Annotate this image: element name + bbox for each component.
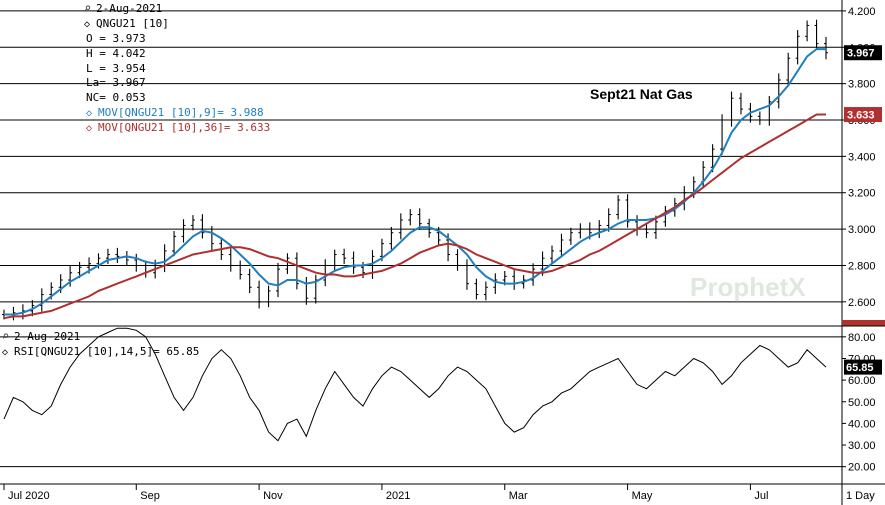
mov36-label: MOV[QNGU21 [10],36]= 3.633 <box>98 121 270 134</box>
mov36-tag-box <box>844 107 882 123</box>
open-value: O = 3.973 <box>86 32 146 45</box>
price-bars <box>2 19 828 321</box>
time-axis-labels: Jul 2020 Sep Nov 2021 Mar May Jul <box>3 484 768 502</box>
magnifier-icon[interactable]: ⌕ <box>2 329 9 343</box>
price-date: 2-Aug-2021 <box>96 2 162 15</box>
mov36-tag: 3.633 <box>844 107 882 123</box>
last-price-tag: 3.967 <box>844 45 882 61</box>
time-tick-label: Nov <box>263 490 283 502</box>
last-price-tag-text: 3.967 <box>847 48 875 60</box>
rsi-tick-label: 60.00 <box>848 375 876 387</box>
price-tick-label: 3.400 <box>848 151 876 163</box>
price-grid <box>0 10 842 303</box>
symbol-label: QNGU21 [10] <box>96 17 169 30</box>
rsi-legend: ⌕ 2-Aug-2021 ◇ RSI[QNGU21 [10],14,5]= 65… <box>2 329 199 358</box>
price-tick-label: 3.000 <box>848 224 876 236</box>
rsi-tag-text: 65.85 <box>846 362 874 374</box>
rsi-label: RSI[QNGU21 [10],14,5]= 65.85 <box>14 345 199 358</box>
moving-average-lines <box>3 48 826 320</box>
diamond-icon: ◇ <box>84 19 90 30</box>
price-legend: ⌕ 2-Aug-2021 ◇ QNGU21 [10] O = 3.973 H =… <box>84 1 270 134</box>
time-tick-label: Mar <box>509 490 528 502</box>
rsi-tick-label: 20.00 <box>848 462 876 474</box>
time-tick-label: 2021 <box>386 490 410 502</box>
price-tick-label: 2.800 <box>848 260 876 272</box>
diamond-icon: ◇ <box>86 108 92 119</box>
time-tick-label: Jul 2020 <box>8 490 50 502</box>
mov9-label: MOV[QNGU21 [10],9]= 3.988 <box>98 106 264 119</box>
mov36-line <box>3 113 826 320</box>
price-tick-label: 3.800 <box>848 79 876 91</box>
low-value: L = 3.954 <box>86 62 146 75</box>
watermark-logo: ProphetX <box>690 272 806 302</box>
rsi-line-group <box>3 327 827 442</box>
last-value: La= 3.967 <box>86 76 146 89</box>
period-label: 1 Day <box>846 490 875 502</box>
magnifier-icon[interactable]: ⌕ <box>84 1 91 15</box>
mov36-tag-text: 3.633 <box>847 110 875 122</box>
price-tick-label: 3.200 <box>848 188 876 200</box>
price-tick-label: 4.200 <box>848 6 876 18</box>
diamond-icon: ◇ <box>86 123 92 134</box>
price-tick-label: 2.600 <box>848 297 876 309</box>
time-tick-label: Sep <box>140 490 160 502</box>
rsi-tick-label: 40.00 <box>848 418 876 430</box>
rsi-grid <box>0 336 842 468</box>
panel-divider[interactable] <box>842 320 885 326</box>
rsi-value-tag: 65.85 <box>844 359 882 375</box>
chart-title: Sept21 Nat Gas <box>590 86 693 102</box>
net-change-value: NC= 0.053 <box>86 91 146 104</box>
time-tick-label: Jul <box>754 490 768 502</box>
high-value: H = 4.042 <box>86 47 146 60</box>
rsi-tick-label: 30.00 <box>848 440 876 452</box>
rsi-line <box>3 327 827 442</box>
diamond-icon: ◇ <box>2 347 8 358</box>
rsi-tick-label: 80.00 <box>848 332 876 344</box>
time-tick-label: May <box>632 490 653 502</box>
rsi-date: 2-Aug-2021 <box>14 330 80 343</box>
rsi-tag-box <box>844 359 882 375</box>
rsi-tick-label: 50.00 <box>848 397 876 409</box>
last-price-tag-box <box>844 45 882 61</box>
